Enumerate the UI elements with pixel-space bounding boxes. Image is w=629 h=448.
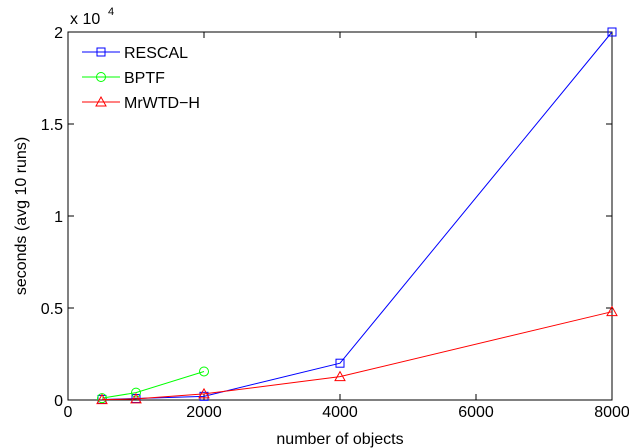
x-tick-label: 2000 [186, 404, 222, 421]
legend-marker-rescal [96, 47, 106, 57]
legend-marker-mrwtd-h [95, 95, 107, 107]
data-point-mrwtd-h [130, 392, 142, 404]
data-point-mrwtd-h [334, 370, 346, 382]
y-tick-label: 1.5 [41, 117, 63, 134]
y-multiplier-exponent: 4 [108, 6, 114, 18]
y-axis-label: seconds (avg 10 runs) [13, 137, 30, 295]
y-axis: 0 0.5 1 1.5 2 [41, 25, 612, 410]
x-tick-label: 0 [64, 404, 73, 421]
data-point-rescal [335, 358, 345, 368]
legend-label-mrwtd-h: MrWTD−H [124, 95, 200, 112]
x-tick-label: 8000 [594, 404, 629, 421]
legend-marker-bptf [96, 72, 106, 82]
series-line-bptf [101, 371, 205, 399]
data-point-bptf [131, 387, 141, 398]
plot-area [67, 31, 613, 401]
y-tick-label: 0 [54, 393, 63, 410]
legend-label-bptf: BPTF [124, 70, 165, 87]
legend-label-rescal: RESCAL [124, 45, 188, 62]
y-axis-multiplier: x 10 4 [70, 6, 114, 28]
series-line-mrwtd-h [101, 311, 613, 401]
y-tick-label: 1 [54, 209, 63, 226]
x-tick-label: 6000 [458, 404, 494, 421]
y-tick-label: 0.5 [41, 301, 63, 318]
x-axis: 0 2000 4000 6000 8000 [64, 32, 629, 421]
data-point-mrwtd-h [198, 387, 210, 399]
data-point-mrwtd-h [606, 305, 618, 317]
x-tick-label: 4000 [322, 404, 358, 421]
legend: RESCAL BPTF MrWTD−H [82, 45, 200, 112]
y-multiplier-base: x 10 [70, 11, 100, 28]
data-point-mrwtd-h [96, 393, 108, 405]
y-tick-label: 2 [54, 25, 63, 42]
series-layer [96, 27, 618, 405]
x-axis-label: number of objects [276, 431, 403, 448]
data-point-rescal [607, 27, 617, 37]
data-point-bptf [199, 366, 209, 377]
